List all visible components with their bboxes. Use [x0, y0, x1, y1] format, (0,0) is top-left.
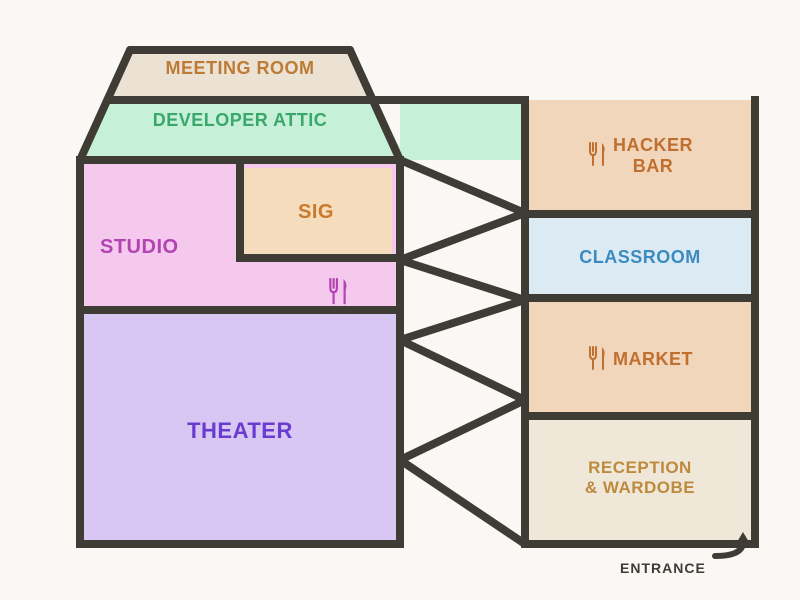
room-reception: RECEPTION & WARDOBE — [541, 458, 739, 497]
room-label: RECEPTION & WARDOBE — [585, 458, 695, 497]
room-label: CLASSROOM — [579, 247, 701, 268]
floorplan-diagram: MEETING ROOM DEVELOPER ATTIC STUDIO SIG THEA… — [0, 0, 800, 600]
room-studio: STUDIO — [100, 236, 230, 259]
room-developer_attic: DEVELOPER ATTIC — [90, 110, 390, 131]
food-icon — [587, 345, 607, 374]
room-meeting_room: MEETING ROOM — [110, 58, 370, 79]
room-label: STUDIO — [100, 236, 179, 259]
room-sig: SIG — [240, 201, 392, 224]
room-label: SIG — [298, 201, 334, 224]
food-icon — [587, 141, 607, 170]
room-market: MARKET — [539, 345, 741, 374]
room-classroom: CLASSROOM — [529, 247, 751, 268]
plan-svg — [0, 0, 800, 600]
entrance-label: ENTRANCE — [620, 560, 706, 576]
room-label: MARKET — [613, 349, 693, 370]
room-hacker_bar: HACKERBAR — [539, 135, 741, 176]
room-theater: THEATER — [80, 418, 400, 443]
room-label: MEETING ROOM — [166, 58, 315, 79]
room-label: THEATER — [187, 418, 293, 443]
room-label: HACKERBAR — [613, 135, 693, 176]
room-label: DEVELOPER ATTIC — [153, 110, 328, 131]
entrance-text: ENTRANCE — [620, 560, 706, 576]
